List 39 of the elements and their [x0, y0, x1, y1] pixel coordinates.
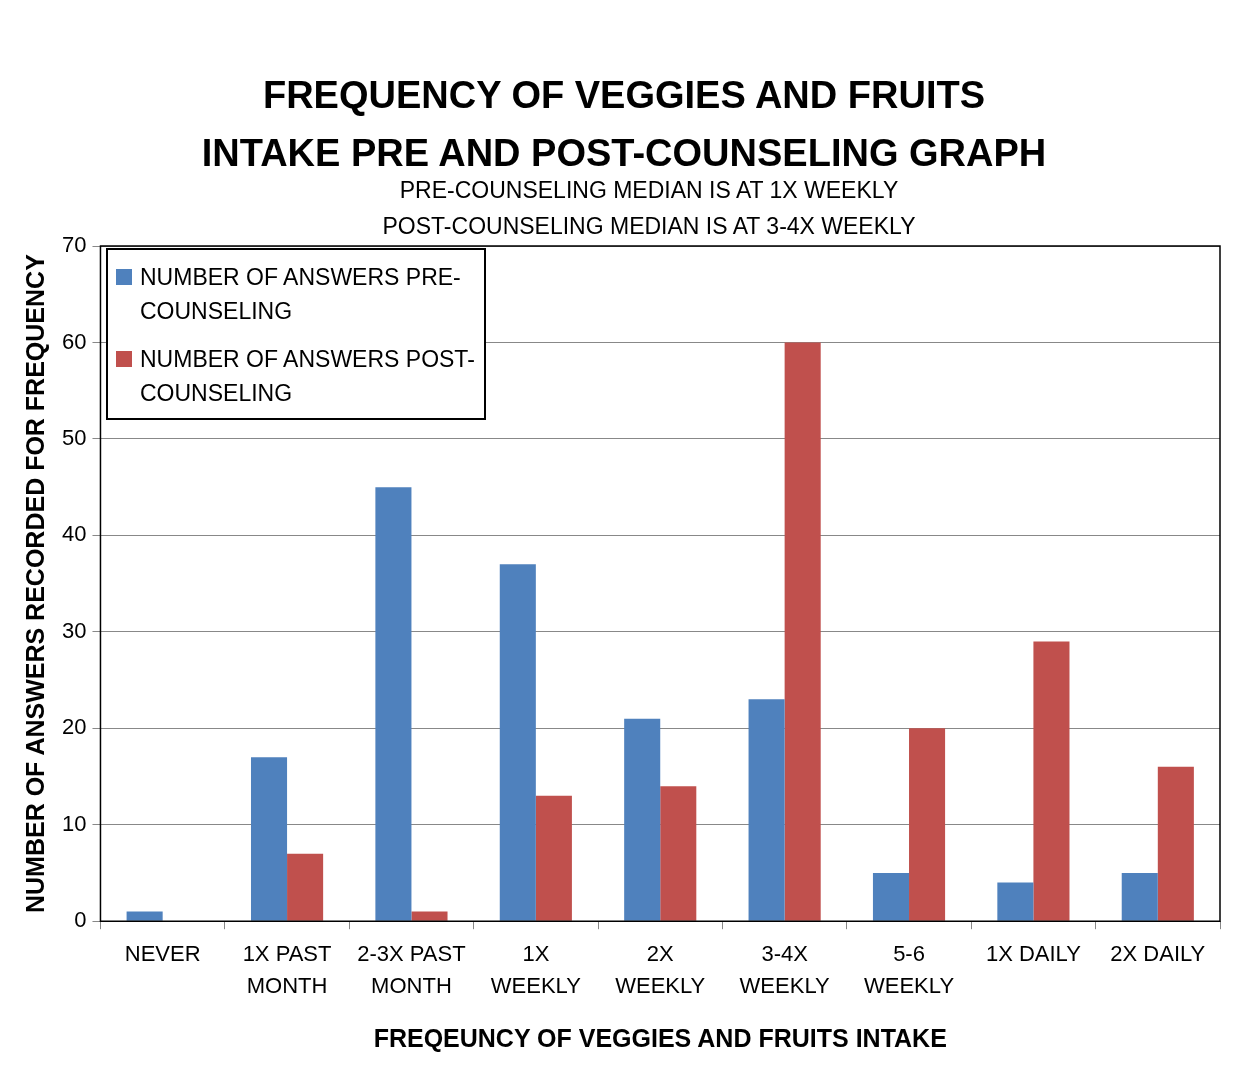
- y-tick-label: 70: [61, 232, 87, 258]
- x-tick-label: 1X WEEKLY: [490, 941, 582, 999]
- bar: [997, 882, 1034, 921]
- x-tick-label: 2X WEEKLY: [615, 941, 706, 999]
- x-tick-label: 5-6 WEEKLY: [863, 941, 955, 999]
- x-tick-label: NEVER: [124, 941, 201, 967]
- y-tick-label: 50: [61, 424, 87, 450]
- x-tick-label: 2X DAILY: [1110, 941, 1206, 967]
- bar: [1157, 766, 1194, 921]
- bar: [624, 718, 661, 921]
- bar: [1033, 641, 1070, 921]
- x-axis-title: FREQEUNCY OF VEGGIES AND FRUITS INTAKE: [373, 1023, 947, 1052]
- bar: [250, 757, 288, 921]
- y-tick-label: 20: [61, 714, 87, 740]
- y-tick-label: 40: [61, 521, 87, 547]
- bar: [748, 699, 785, 921]
- x-tick-label: 1X DAILY: [985, 941, 1082, 967]
- y-tick-label: 0: [74, 907, 87, 933]
- bar: [287, 853, 324, 921]
- bar: [909, 728, 946, 921]
- x-tick-label: 2-3X PAST MONTH: [357, 941, 466, 999]
- bar: [499, 564, 536, 921]
- x-tick-label: 1X PAST MONTH: [242, 941, 332, 999]
- bar: [872, 872, 910, 921]
- bar: [784, 342, 821, 921]
- chart-subtitle: PRE-COUNSELING MEDIAN IS AT 1X WEEKLY POST-COUNSELING MEDIAN IS AT 3-4X WEEKLY: [382, 177, 916, 239]
- bar: [375, 487, 412, 921]
- y-axis-title: NUMBER OF ANSWERS RECORDED FOR FREQUENCY: [20, 253, 49, 914]
- legend-label: NUMBER OF ANSWERS PRE-COUNSELING: [140, 263, 462, 326]
- bar: [411, 911, 448, 921]
- x-tick-label: 3-4X WEEKLY: [739, 941, 830, 999]
- bar: [1121, 872, 1158, 921]
- bar: [535, 795, 572, 921]
- y-tick-label: 60: [61, 328, 87, 354]
- chart-title: FREQUENCY OF VEGGIES AND FRUITS INTAKE PRE AND POST-COUNSELING GRAPH: [201, 74, 1047, 174]
- y-tick-label: 10: [61, 810, 87, 836]
- legend-label: NUMBER OF ANSWERS POST-COUNSELING: [140, 345, 476, 408]
- bar: [660, 786, 697, 921]
- y-tick-label: 30: [61, 617, 87, 643]
